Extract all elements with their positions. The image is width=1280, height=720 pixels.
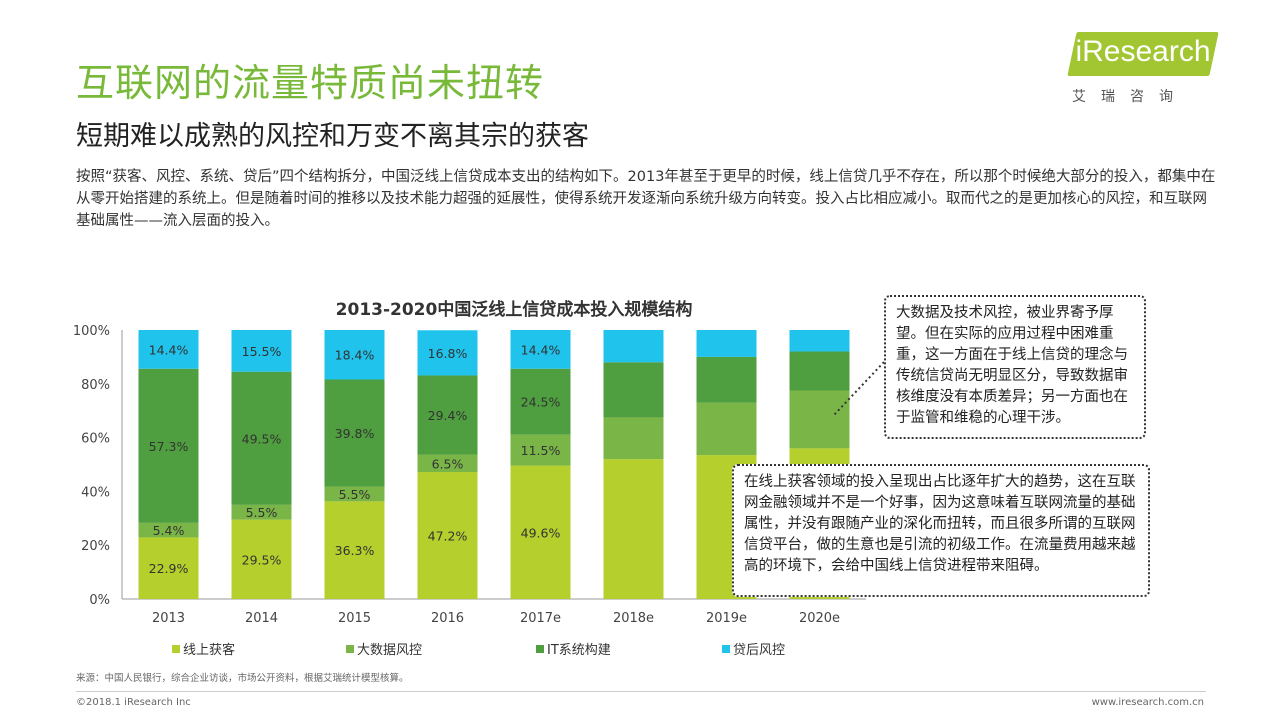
bar-segment (510, 330, 571, 369)
intro-paragraph: 按照“获客、风控、系统、贷后”四个结构拆分，中国泛线上信贷成本支出的结构如下。2… (76, 169, 1216, 229)
data-label: 5.5% (339, 487, 371, 502)
callout-leader-line (833, 361, 885, 416)
bar-segment (138, 368, 199, 523)
x-tick-label: 2015 (338, 611, 371, 626)
bar-segment (696, 330, 757, 357)
legend-label: IT系统构建 (547, 643, 611, 658)
bar-segment (231, 371, 292, 505)
bar-segment (603, 459, 664, 599)
bar-segment (603, 330, 664, 363)
data-label: 14.4% (521, 342, 561, 357)
legend-swatch (722, 645, 730, 653)
bar-segment (417, 375, 478, 455)
chart-title: 2013-2020中国泛线上信贷成本投入规模结构 (336, 299, 693, 320)
callout-risk-control: 大数据及技术风控，被业界寄予厚望。但在实际的应用过程中困难重重，这一方面在于线上… (884, 295, 1146, 439)
legend-swatch (172, 645, 180, 653)
bar-segment (231, 519, 292, 599)
data-label: 39.8% (335, 426, 375, 441)
bar-segment (138, 537, 199, 599)
legend-label: 大数据风控 (357, 643, 422, 658)
legend-swatch (346, 645, 354, 653)
bar-segment (138, 330, 199, 369)
bar-segment (138, 522, 199, 538)
bar-segment (603, 417, 664, 460)
y-tick-label: 40% (81, 485, 110, 500)
data-label: 11.5% (521, 443, 561, 458)
x-tick-label: 2016 (431, 611, 464, 626)
copyright: ©2018.1 iResearch Inc (76, 697, 191, 708)
legend-label: 贷后风控 (733, 643, 785, 658)
bar-segment (231, 330, 292, 372)
bar-segment (324, 501, 385, 599)
bar-segment (789, 390, 850, 449)
data-label: 24.5% (521, 395, 561, 410)
y-tick-label: 60% (81, 432, 110, 447)
x-tick-label: 2020e (799, 611, 840, 626)
data-label: 14.4% (149, 342, 189, 357)
data-label: 16.8% (428, 346, 468, 361)
bar-segment (324, 379, 385, 487)
legend-label: 线上获客 (183, 642, 235, 658)
callout-customer-acquisition: 在线上获客领域的投入呈现出占比逐年扩大的趋势，这在互联网金融领域并不是一个好事，… (732, 464, 1150, 597)
data-label: 49.5% (242, 431, 282, 446)
bar-segment (510, 368, 571, 435)
bar-segment (510, 465, 571, 599)
bar-segment (231, 504, 292, 520)
x-tick-label: 2018e (613, 611, 654, 626)
data-label: 15.5% (242, 344, 282, 359)
bar-segment (417, 454, 478, 473)
y-tick-label: 100% (73, 324, 110, 339)
data-label: 57.3% (149, 439, 189, 454)
bar-segment (417, 472, 478, 599)
footer-divider (76, 691, 1206, 692)
data-label: 29.5% (242, 552, 282, 567)
bar-segment (324, 330, 385, 380)
logo-chinese-name: 艾瑞咨询 (1072, 89, 1188, 105)
y-tick-label: 80% (81, 378, 110, 393)
bar-segment (417, 330, 478, 376)
logo-wordmark: iResearch (1075, 35, 1211, 68)
y-tick-label: 20% (81, 539, 110, 554)
bar-segment (789, 351, 850, 391)
bar-segment (324, 486, 385, 502)
data-label: 36.3% (335, 543, 375, 558)
bar-segment (510, 434, 571, 466)
y-tick-label: 0% (89, 593, 110, 608)
bar-segment (696, 356, 757, 403)
page-subtitle: 短期难以成熟的风控和万变不离其宗的获客 (76, 121, 589, 152)
x-tick-label: 2014 (245, 611, 278, 626)
data-label: 5.5% (246, 505, 278, 520)
data-label: 6.5% (432, 456, 464, 471)
iresearch-logo: iResearch 艾瑞咨询 (1067, 32, 1222, 112)
page-title: 互联网的流量特质尚未扭转 (76, 61, 545, 105)
legend-swatch (536, 645, 544, 653)
data-label: 29.4% (428, 408, 468, 423)
source-note: 来源：中国人民银行，综合企业访谈，市场公开资料，根据艾瑞统计模型核算。 (76, 673, 409, 684)
bar-segment (789, 330, 850, 352)
data-label: 22.9% (149, 561, 189, 576)
data-label: 49.6% (521, 525, 561, 540)
bar-segment (603, 362, 664, 418)
data-label: 47.2% (428, 529, 468, 544)
website-link[interactable]: www.iresearch.com.cn (1091, 697, 1204, 708)
data-label: 5.4% (153, 523, 185, 538)
x-tick-label: 2013 (152, 611, 185, 626)
bar-segment (696, 402, 757, 456)
x-tick-label: 2019e (706, 611, 747, 626)
x-tick-label: 2017e (520, 611, 561, 626)
data-label: 18.4% (335, 348, 375, 363)
